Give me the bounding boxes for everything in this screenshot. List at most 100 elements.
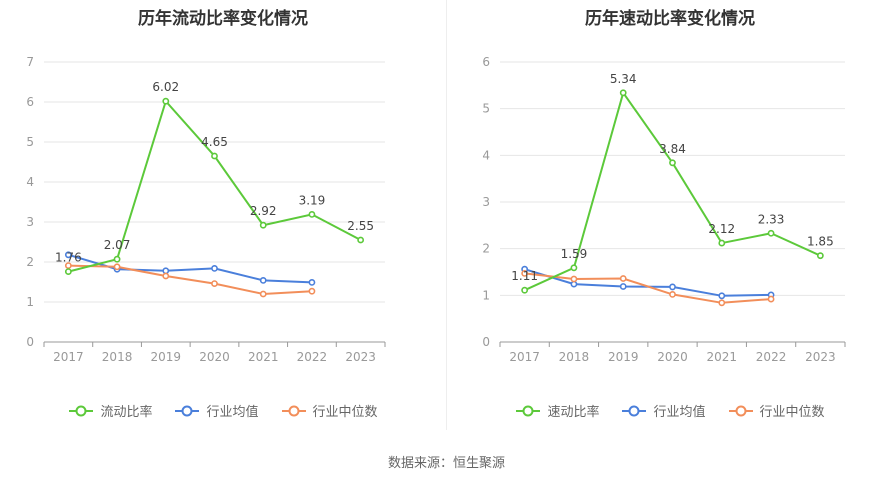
- data-point[interactable]: [64, 268, 72, 275]
- data-label: 2.55: [347, 219, 374, 233]
- y-tick-label: 1: [26, 295, 34, 309]
- data-point[interactable]: [521, 286, 529, 294]
- data-point[interactable]: [162, 97, 170, 105]
- data-point[interactable]: [357, 236, 365, 244]
- x-tick-label: 2022: [297, 350, 328, 364]
- data-label: 1.59: [561, 247, 588, 261]
- data-point[interactable]: [718, 239, 726, 247]
- data-point[interactable]: [767, 229, 775, 237]
- data-point[interactable]: [308, 210, 316, 218]
- y-tick-label: 3: [26, 215, 34, 229]
- x-tick-label: 2019: [151, 350, 182, 364]
- y-tick-label: 3: [482, 195, 490, 209]
- x-tick-label: 2017: [509, 350, 540, 364]
- legend-item[interactable]: 行业中位数: [281, 401, 378, 420]
- legend-swatch-icon: [516, 405, 541, 416]
- data-point[interactable]: [259, 290, 267, 298]
- current-ratio-panel: 历年流动比率变化情况 0 1 2 3 4 5 6 7 2017 2018 2019 2020 2021 2…: [0, 0, 446, 430]
- panel-divider: [446, 0, 447, 430]
- data-point[interactable]: [259, 276, 267, 284]
- data-point[interactable]: [259, 221, 267, 229]
- legend-label: 行业均值: [206, 405, 259, 420]
- data-point[interactable]: [619, 275, 627, 282]
- x-tick-label: 2020: [199, 350, 230, 364]
- data-point[interactable]: [113, 255, 121, 263]
- legend-label: 行业中位数: [312, 405, 378, 420]
- x-tick-label: 2018: [559, 350, 590, 364]
- data-point[interactable]: [816, 252, 824, 260]
- data-label: 3.84: [659, 142, 686, 156]
- x-tick-label: 2021: [248, 350, 279, 364]
- legend-swatch-icon: [69, 405, 94, 416]
- data-point[interactable]: [767, 295, 775, 303]
- legend-label: 行业中位数: [759, 405, 825, 420]
- legend-label: 流动比率: [100, 405, 153, 420]
- y-tick-label: 2: [26, 255, 34, 269]
- legend-item[interactable]: 行业均值: [621, 401, 706, 420]
- data-point[interactable]: [211, 280, 218, 287]
- legend-swatch-icon: [281, 405, 306, 416]
- data-point[interactable]: [619, 89, 627, 97]
- quick-ratio-chart: 0 1 2 3 4 5 6 2017 2018 2019 2020 2021 2022 2023 1.11 1…: [482, 55, 846, 364]
- data-point[interactable]: [308, 278, 316, 286]
- data-point[interactable]: [669, 283, 676, 291]
- x-tick-label: 2021: [707, 350, 738, 364]
- x-tick-label: 2023: [805, 350, 836, 364]
- data-point[interactable]: [718, 292, 726, 300]
- data-label: 5.34: [610, 72, 637, 86]
- y-tick-label: 4: [482, 148, 490, 162]
- data-point[interactable]: [669, 159, 676, 167]
- data-label: 1.11: [511, 269, 538, 283]
- series-line: [68, 253, 312, 284]
- data-label: 4.65: [201, 135, 228, 149]
- y-tick-label: 7: [26, 55, 34, 69]
- data-label: 2.12: [708, 222, 735, 236]
- data-label: 2.92: [250, 204, 277, 218]
- data-label: 2.33: [758, 212, 785, 226]
- y-tick-label: 2: [482, 242, 490, 256]
- x-tick-label: 2019: [608, 350, 639, 364]
- series-line: [68, 264, 312, 296]
- data-point[interactable]: [669, 290, 676, 298]
- y-tick-label: 0: [26, 335, 34, 349]
- data-point[interactable]: [619, 283, 627, 290]
- data-point[interactable]: [113, 263, 121, 271]
- y-tick-label: 4: [26, 175, 34, 189]
- x-tick-label: 2020: [657, 350, 688, 364]
- y-tick-label: 5: [26, 135, 34, 149]
- data-point[interactable]: [64, 251, 72, 259]
- series-line: [524, 272, 772, 304]
- chart-title: 历年速动比率变化情况: [585, 9, 755, 29]
- legend-item[interactable]: 行业中位数: [728, 401, 825, 420]
- x-tick-label: 2023: [345, 350, 376, 364]
- legend-swatch-icon: [175, 405, 200, 416]
- data-point[interactable]: [718, 299, 726, 307]
- legend: 流动比率 行业均值 行业中位数: [0, 401, 446, 420]
- data-point[interactable]: [211, 152, 218, 160]
- data-point[interactable]: [162, 272, 170, 280]
- y-tick-label: 6: [482, 55, 490, 69]
- x-tick-label: 2022: [756, 350, 787, 364]
- data-point[interactable]: [521, 269, 529, 277]
- data-point[interactable]: [308, 287, 316, 295]
- data-label: 1.85: [807, 235, 834, 249]
- legend-item[interactable]: 行业均值: [174, 401, 259, 420]
- legend: 速动比率 行业均值 行业中位数: [447, 401, 893, 420]
- data-label: 2.07: [104, 238, 131, 252]
- data-point[interactable]: [570, 264, 578, 272]
- y-tick-label: 0: [482, 335, 490, 349]
- data-source: 数据来源：恒生聚源: [387, 456, 505, 471]
- data-point[interactable]: [211, 264, 218, 272]
- legend-item[interactable]: 速动比率: [515, 401, 599, 420]
- quick-ratio-panel: 历年速动比率变化情况 0 1 2 3 4 5 6 2017 2018 2019 2020 2021 20…: [447, 0, 893, 430]
- data-point[interactable]: [570, 275, 578, 283]
- legend-swatch-icon: [728, 405, 753, 416]
- legend-label: 行业均值: [653, 405, 706, 420]
- y-tick-label: 6: [26, 95, 34, 109]
- legend-label: 速动比率: [547, 405, 600, 420]
- legend-item[interactable]: 流动比率: [68, 401, 152, 420]
- data-label: 3.19: [299, 193, 326, 207]
- y-tick-label: 5: [482, 102, 490, 116]
- legend-swatch-icon: [622, 405, 647, 416]
- current-ratio-chart: 0 1 2 3 4 5 6 7 2017 2018 2019 2020 2021 2022 2023 1.76…: [26, 55, 386, 364]
